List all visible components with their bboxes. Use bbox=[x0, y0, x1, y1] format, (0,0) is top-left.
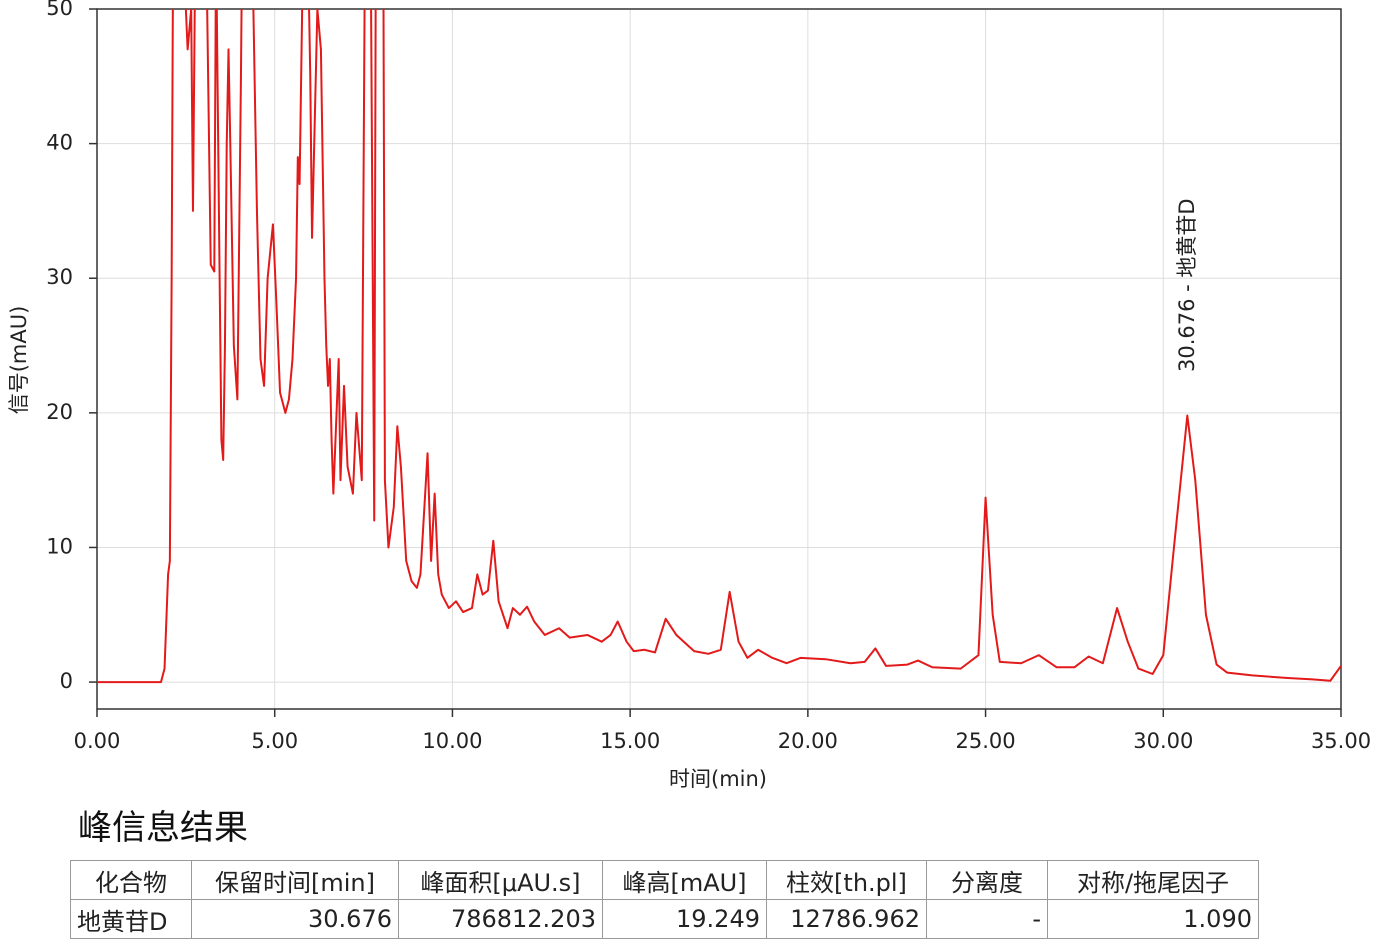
peak-table: 化合物 保留时间[min] 峰面积[μAU.s] 峰高[mAU] 柱效[th.p… bbox=[70, 860, 1259, 939]
header-cell: 分离度 bbox=[926, 860, 1048, 900]
x-tick-label: 35.00 bbox=[1311, 729, 1371, 753]
header-cell: 峰面积[μAU.s] bbox=[398, 860, 603, 900]
x-tick-label: 30.00 bbox=[1133, 729, 1193, 753]
x-axis-label: 时间(min) bbox=[669, 767, 767, 791]
x-tick-label: 5.00 bbox=[251, 729, 298, 753]
x-tick-label: 20.00 bbox=[778, 729, 838, 753]
x-tick-label: 15.00 bbox=[600, 729, 660, 753]
cell: 12786.962 bbox=[766, 899, 927, 939]
y-tick-label: 40 bbox=[46, 131, 73, 155]
y-tick-label: 0 bbox=[60, 669, 73, 693]
y-tick-label: 50 bbox=[46, 0, 73, 20]
cell: - bbox=[926, 899, 1048, 939]
cell: 地黄苷D bbox=[70, 899, 192, 939]
header-cell: 对称/拖尾因子 bbox=[1047, 860, 1259, 900]
peak-annotation: 30.676 - 地黄苷D bbox=[1175, 198, 1199, 372]
y-tick-label: 10 bbox=[46, 534, 73, 558]
header-cell: 柱效[th.pl] bbox=[766, 860, 927, 900]
x-tick-label: 0.00 bbox=[74, 729, 121, 753]
chromatogram-line bbox=[97, 9, 1341, 684]
header-row: 化合物 保留时间[min] 峰面积[μAU.s] 峰高[mAU] 柱效[th.p… bbox=[70, 860, 1259, 900]
data-row: 地黄苷D 30.676 786812.203 19.249 12786.962 … bbox=[70, 899, 1259, 939]
cell: 19.249 bbox=[602, 899, 767, 939]
cell: 786812.203 bbox=[398, 899, 603, 939]
plot-frame bbox=[96, 8, 1342, 710]
y-axis-label: 信号(mAU) bbox=[7, 306, 31, 415]
chart: 时间(min) 信号(mAU) 30.676 - 地黄苷D 0.00 5.00 10… bbox=[7, 0, 1371, 791]
header-cell: 化合物 bbox=[70, 860, 192, 900]
header-cell: 峰高[mAU] bbox=[602, 860, 767, 900]
header-cell: 保留时间[min] bbox=[191, 860, 399, 900]
cell: 30.676 bbox=[191, 899, 399, 939]
table-title: 峰信息结果 bbox=[78, 808, 248, 848]
x-tick-label: 25.00 bbox=[956, 729, 1016, 753]
y-tick-label: 20 bbox=[46, 400, 73, 424]
y-tick-label: 30 bbox=[46, 265, 73, 289]
x-tick-label: 10.00 bbox=[422, 729, 482, 753]
cell: 1.090 bbox=[1047, 899, 1259, 939]
